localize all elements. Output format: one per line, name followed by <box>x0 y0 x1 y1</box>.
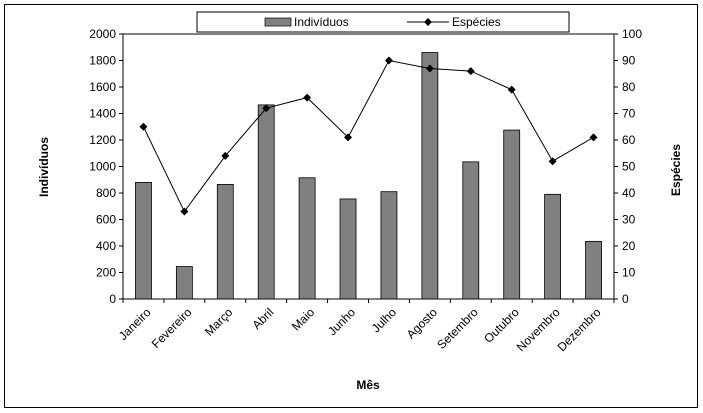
x-tick-label-2: Março <box>202 305 236 339</box>
left-tick-label-0: 0 <box>109 292 116 306</box>
left-tick-label-2: 400 <box>96 239 116 253</box>
right-tick-label-2: 20 <box>622 239 636 253</box>
left-tick-label-3: 600 <box>96 213 116 227</box>
bar-individuos-1 <box>175 266 193 300</box>
right-tick-label-6: 60 <box>622 133 636 147</box>
y-axis-title: Indivíduos <box>37 137 51 197</box>
plot-frame <box>122 33 615 300</box>
bar-individuos-11 <box>585 240 602 300</box>
bar-individuos-3 <box>257 104 275 300</box>
x-tick-label-10: Novembro <box>514 305 563 354</box>
marker-especies-8 <box>466 67 475 76</box>
marker-especies-1 <box>180 207 189 216</box>
legend-bar-swatch <box>264 17 292 27</box>
marker-especies-4 <box>303 93 312 102</box>
right-tick-label-10: 100 <box>622 27 642 41</box>
legend-diamond-marker <box>424 18 432 26</box>
x-tick-label-1: Fevereiro <box>149 305 195 351</box>
marker-especies-10 <box>548 157 557 166</box>
right-tick-label-3: 30 <box>622 213 636 227</box>
bars-group <box>135 52 602 300</box>
x-axis-title: Mês <box>356 378 380 392</box>
x-tick-label-0: Janeiro <box>116 305 154 343</box>
legend-label-especies: Espécies <box>452 15 501 29</box>
bar-individuos-0 <box>135 181 152 300</box>
x-tick-label-11: Dezembro <box>555 305 604 354</box>
marker-especies-11 <box>589 133 598 142</box>
marker-especies-6 <box>384 56 393 65</box>
right-tick-label-4: 40 <box>622 186 636 200</box>
marker-especies-7 <box>425 64 434 73</box>
x-tick-label-3: Abril <box>249 305 276 332</box>
right-tick-label-9: 90 <box>622 54 636 68</box>
bar-individuos-2 <box>216 183 234 300</box>
species-line-group <box>139 56 598 216</box>
bar-individuos-9 <box>503 129 521 300</box>
right-tick-label-8: 80 <box>622 80 636 94</box>
marker-especies-0 <box>139 122 148 131</box>
marker-especies-2 <box>221 151 230 160</box>
left-tick-label-4: 800 <box>96 186 116 200</box>
left-tick-label-6: 1200 <box>89 133 116 147</box>
right-tick-label-0: 0 <box>622 292 629 306</box>
x-tick-label-9: Outubro <box>481 305 522 346</box>
legend-box <box>196 11 570 33</box>
legend: Indivíduos Espécies <box>196 11 570 33</box>
x-tick-label-4: Maio <box>289 305 318 334</box>
bar-individuos-5 <box>339 198 357 300</box>
left-axis: 0 200 400 600 800 1000 1200 1400 1600 1800 2000 <box>89 27 123 306</box>
bar-individuos-8 <box>462 161 480 300</box>
marker-especies-5 <box>344 133 353 142</box>
left-tick-label-1: 200 <box>96 266 116 280</box>
right-tick-label-5: 50 <box>622 160 636 174</box>
marker-especies-9 <box>507 85 516 94</box>
legend-label-individuos: Indivíduos <box>294 15 349 29</box>
bar-individuos-7 <box>421 52 439 300</box>
left-tick-label-8: 1600 <box>89 80 116 94</box>
right-axis: 0 10 20 30 40 50 60 70 80 90 100 <box>614 27 642 306</box>
x-tick-label-6: Julho <box>369 305 399 335</box>
left-tick-label-5: 1000 <box>89 160 116 174</box>
left-tick-label-10: 2000 <box>89 27 116 41</box>
bar-individuos-10 <box>544 193 562 300</box>
species-line <box>143 59 594 213</box>
y2-axis-title: Espécies <box>669 144 683 196</box>
plot-area <box>122 33 615 300</box>
x-tick-label-8: Setembro <box>434 305 481 352</box>
bar-individuos-6 <box>380 191 398 300</box>
right-tick-label-7: 70 <box>622 107 636 121</box>
left-tick-label-9: 1800 <box>89 54 116 68</box>
right-tick-label-1: 10 <box>622 266 636 280</box>
x-tick-label-7: Agosto <box>404 305 441 342</box>
left-tick-label-7: 1400 <box>89 107 116 121</box>
bar-individuos-4 <box>298 177 316 300</box>
x-tick-label-5: Junho <box>325 305 358 338</box>
marker-especies-3 <box>262 104 271 113</box>
